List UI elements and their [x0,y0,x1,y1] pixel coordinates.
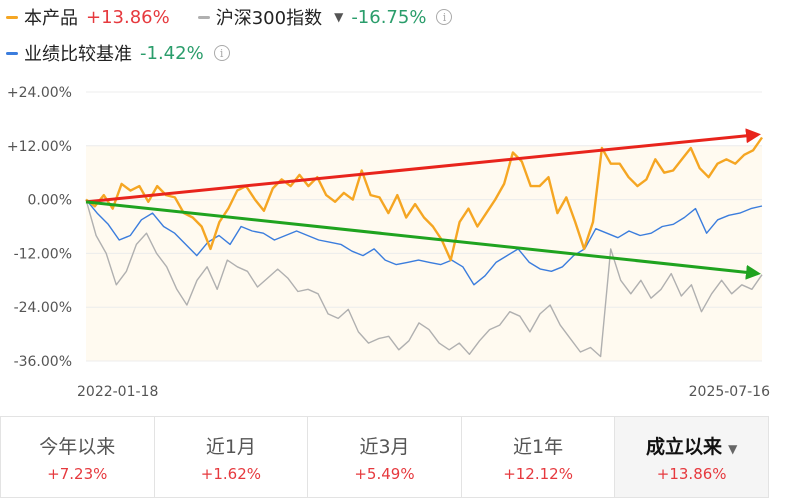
tab-value: +5.49% [354,464,415,483]
legend-row-2: 业绩比较基准 -1.42% i [6,40,248,66]
tab-label: 成立以来 ▼ [646,432,737,459]
tab-label: 近3月 [359,435,410,458]
caret-down-icon[interactable]: ▼ [728,441,738,456]
tab-3m[interactable]: 近3月 +5.49% [308,417,462,497]
series-line-index [85,199,763,358]
tab-label: 近1年 [513,435,564,458]
legend-value-index: -16.75% [351,6,427,28]
legend-name-index: 沪深300指数 [215,8,323,29]
tab-label: 今年以来 [39,435,116,458]
tab-label-text: 成立以来 [646,435,723,458]
tab-value: +13.86% [656,464,727,483]
y-tick-label: +12.00% [7,139,72,155]
y-tick-label: -12.00% [14,246,72,262]
tab-label: 近1月 [205,435,256,458]
tab-value: +12.12% [503,464,573,483]
legend-name-benchmark: 业绩比较基准 [24,44,132,65]
series-line-benchmark [85,199,763,286]
legend-swatch-benchmark [6,51,18,55]
tab-1y[interactable]: 近1年 +12.12% [462,417,616,497]
legend-swatch-index [197,15,210,19]
legend-item-product[interactable]: 本产品 +13.86% [6,4,180,30]
x-start-label: 2022-01-18 [77,384,158,400]
y-tick-label: +24.00% [7,85,72,101]
legend-name-product: 本产品 [24,8,78,29]
tab-since-inception[interactable]: 成立以来 ▼ +13.86% [615,417,768,497]
legend-item-benchmark[interactable]: 业绩比较基准 -1.42% i [6,40,230,66]
period-tabs: 今年以来 +7.23% 近1月 +1.62% 近3月 +5.49% 近1年 +1… [0,416,769,498]
info-circle-icon[interactable]: i [436,9,453,25]
tab-1m[interactable]: 近1月 +1.62% [155,417,309,497]
performance-chart[interactable]: +24.00% +12.00% 0.00% -12.00% -24.00% -36.00%… [0,80,785,405]
y-tick-label: -36.00% [14,354,72,370]
legend-swatch-product [6,15,18,19]
tab-ytd[interactable]: 今年以来 +7.23% [1,417,155,497]
tab-value: +7.23% [47,464,108,483]
trend-arrow [85,128,761,204]
x-end-label: 2025-07-16 [689,384,770,400]
legend-value-product: +13.86% [86,6,170,28]
legend-row-1: 本产品 +13.86% 沪深300指数 ▼ -16.75% i [6,4,470,30]
legend-item-index[interactable]: 沪深300指数 ▼ -16.75% i [197,4,453,30]
tab-value: +1.62% [200,464,261,483]
legend-value-benchmark: -1.42% [140,42,204,64]
caret-down-icon[interactable]: ▼ [334,10,344,24]
y-tick-label: 0.00% [28,193,72,209]
y-tick-label: -24.00% [14,300,72,316]
trend-arrow [85,200,761,280]
info-circle-icon[interactable]: i [213,45,230,61]
series-line-product [85,136,763,262]
